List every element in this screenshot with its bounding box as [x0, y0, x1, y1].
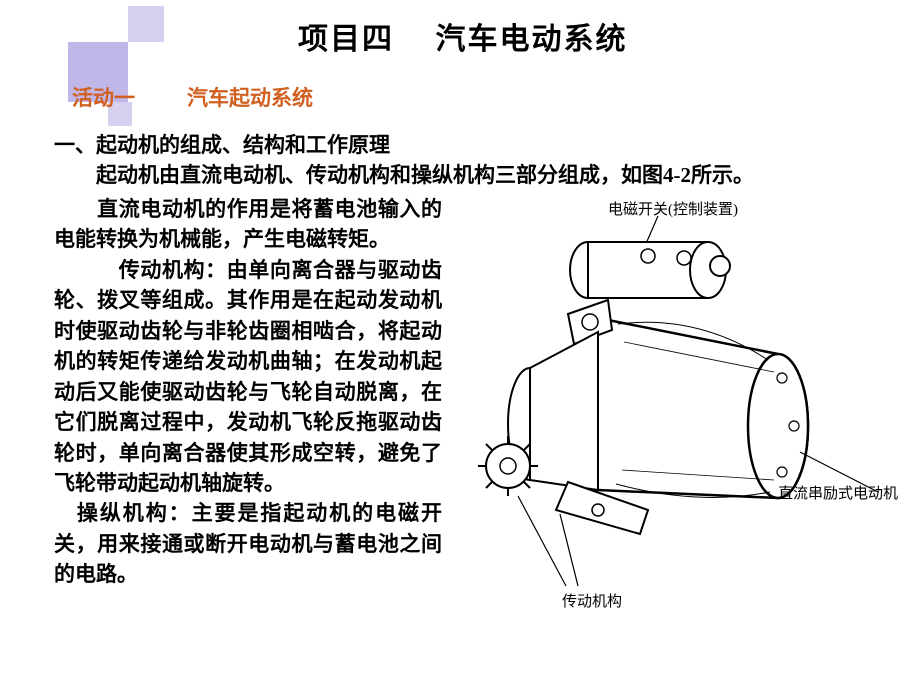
- activity-label: 活动一: [72, 82, 135, 112]
- figure-label-bottom: 传动机构: [562, 590, 622, 611]
- section-heading: 一、起动机的组成、结构和工作原理: [54, 130, 880, 160]
- subtitle-row: 活动一 汽车起动系统: [72, 82, 313, 112]
- page-title: 项目四 汽车电动系统: [298, 14, 628, 58]
- starter-motor-diagram: [448, 214, 888, 594]
- paragraph-3: 操纵机构：主要是指起动机的电磁开关，用来接通或断开电动机与蓄电池之间的电路。: [54, 498, 442, 589]
- figure-label-right: 直流串励式电动机: [778, 482, 898, 503]
- section-intro: 起动机由直流电动机、传动机构和操纵机构三部分组成，如图4-2所示。: [54, 160, 880, 190]
- paragraph-2: 传动机构：由单向离合器与驱动齿轮、拨叉等组成。其作用是在起动发动机时使驱动齿轮与…: [54, 255, 442, 499]
- activity-text: 汽车起动系统: [187, 82, 313, 112]
- section-heading-block: 一、起动机的组成、结构和工作原理 起动机由直流电动机、传动机构和操纵机构三部分组…: [54, 130, 880, 191]
- figure-column: 电磁开关(控制装置): [448, 194, 902, 670]
- decoration-square-top: [128, 6, 164, 42]
- body-text-column: 直流电动机的作用是将蓄电池输入的电能转换为机械能，产生电磁转矩。 传动机构：由单…: [54, 194, 442, 670]
- paragraph-1: 直流电动机的作用是将蓄电池输入的电能转换为机械能，产生电磁转矩。: [54, 194, 442, 255]
- content-wrap: 直流电动机的作用是将蓄电池输入的电能转换为机械能，产生电磁转矩。 传动机构：由单…: [54, 194, 902, 670]
